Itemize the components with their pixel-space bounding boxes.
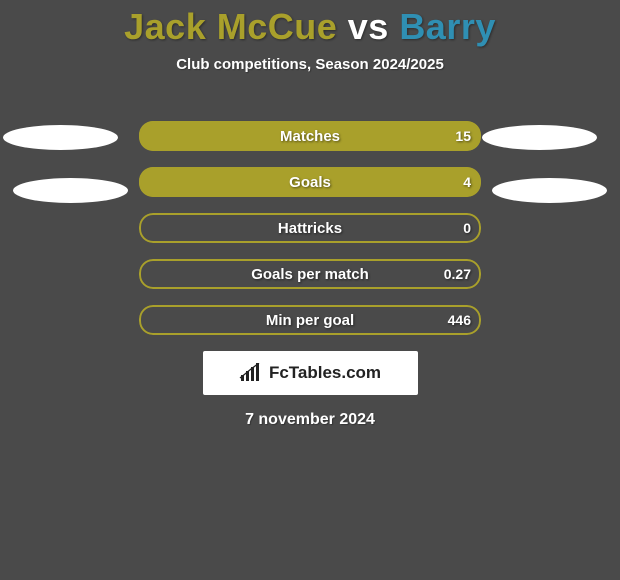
stat-label: Goals per match bbox=[139, 259, 481, 289]
side-ellipse-right-2 bbox=[482, 125, 597, 150]
date-text: 7 november 2024 bbox=[0, 411, 620, 429]
stat-row: Matches15 bbox=[139, 121, 481, 151]
stat-value-right: 446 bbox=[448, 305, 471, 335]
stat-row: Hattricks0 bbox=[139, 213, 481, 243]
stat-value-right: 4 bbox=[463, 167, 471, 197]
stat-outline bbox=[139, 213, 481, 243]
stat-value-right: 0.27 bbox=[444, 259, 471, 289]
brand-text: FcTables.com bbox=[269, 363, 381, 383]
stats-container: Matches15 Goals4 Hattricks0 Goals per match… bbox=[139, 121, 481, 335]
stat-value-right: 0 bbox=[463, 213, 471, 243]
player1-name: Jack McCue bbox=[124, 6, 337, 47]
stat-outline bbox=[139, 259, 481, 289]
stat-label: Min per goal bbox=[139, 305, 481, 335]
side-ellipse-left-0 bbox=[3, 125, 118, 150]
brand-card[interactable]: FcTables.com bbox=[203, 351, 418, 395]
side-ellipse-left-1 bbox=[13, 178, 128, 203]
stat-fill-right bbox=[139, 167, 481, 197]
stat-label: Hattricks bbox=[139, 213, 481, 243]
page-title: Jack McCue vs Barry bbox=[0, 0, 620, 48]
bar-chart-icon bbox=[239, 363, 263, 383]
stat-value-right: 15 bbox=[455, 121, 471, 151]
stat-row: Goals4 bbox=[139, 167, 481, 197]
stat-row: Goals per match0.27 bbox=[139, 259, 481, 289]
vs-text: vs bbox=[348, 6, 389, 47]
player2-name: Barry bbox=[399, 6, 496, 47]
stat-row: Min per goal446 bbox=[139, 305, 481, 335]
subtitle: Club competitions, Season 2024/2025 bbox=[0, 56, 620, 73]
stat-fill-right bbox=[139, 121, 481, 151]
side-ellipse-right-3 bbox=[492, 178, 607, 203]
stat-outline bbox=[139, 305, 481, 335]
